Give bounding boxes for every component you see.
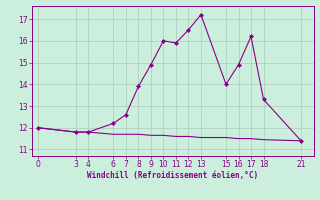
X-axis label: Windchill (Refroidissement éolien,°C): Windchill (Refroidissement éolien,°C): [87, 171, 258, 180]
